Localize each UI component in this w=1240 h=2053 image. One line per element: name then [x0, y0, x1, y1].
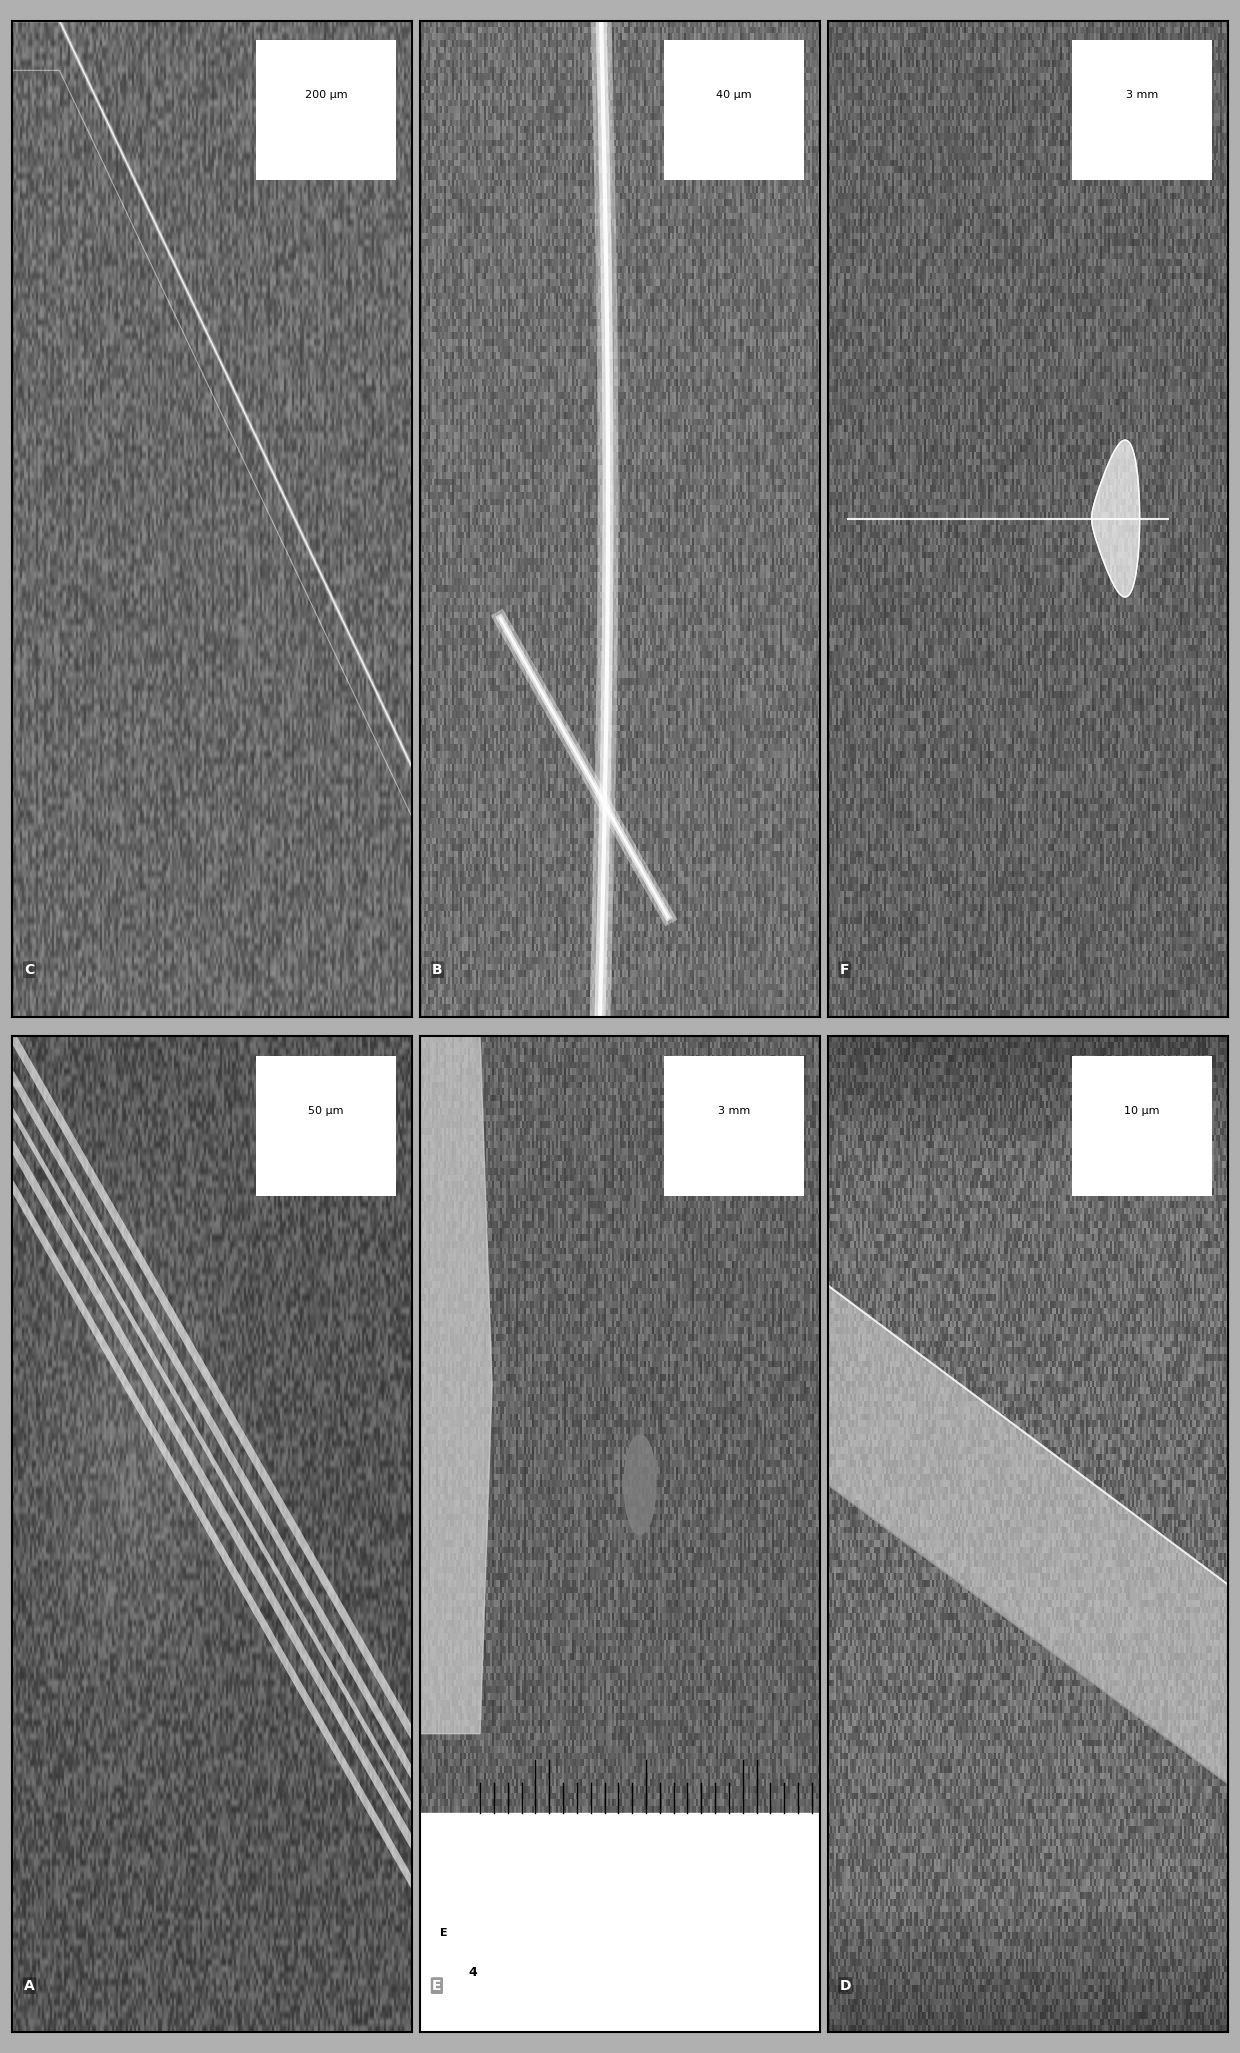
- Text: 40 μm: 40 μm: [717, 90, 751, 101]
- Text: FIG. 4E: FIG. 4E: [839, 1497, 858, 1573]
- Text: C: C: [25, 963, 35, 977]
- Polygon shape: [624, 1435, 656, 1534]
- FancyBboxPatch shape: [257, 41, 396, 181]
- Text: FIG. 4A: FIG. 4A: [432, 1497, 450, 1573]
- Text: D: D: [839, 1979, 852, 1993]
- Text: FIG. 4C: FIG. 4C: [432, 480, 450, 556]
- FancyBboxPatch shape: [663, 41, 804, 181]
- Text: 200 μm: 200 μm: [305, 90, 347, 101]
- FancyBboxPatch shape: [257, 1057, 396, 1195]
- Polygon shape: [420, 1037, 492, 1733]
- Bar: [420, 1813, 820, 2032]
- Text: 10 μm: 10 μm: [1123, 1107, 1159, 1117]
- Text: E: E: [432, 1979, 441, 1993]
- Text: F: F: [839, 963, 849, 977]
- Text: 50 μm: 50 μm: [309, 1107, 343, 1117]
- Text: 3 mm: 3 mm: [718, 1107, 750, 1117]
- FancyBboxPatch shape: [1071, 1057, 1211, 1195]
- Text: FIG. 4B: FIG. 4B: [839, 480, 858, 556]
- Polygon shape: [1091, 439, 1140, 597]
- Text: A: A: [25, 1979, 35, 1993]
- Text: E: E: [440, 1928, 448, 1938]
- FancyBboxPatch shape: [663, 1057, 804, 1195]
- Text: 3 mm: 3 mm: [1126, 90, 1158, 101]
- FancyBboxPatch shape: [1071, 41, 1211, 181]
- Text: 4: 4: [469, 1967, 477, 1979]
- Text: B: B: [432, 963, 443, 977]
